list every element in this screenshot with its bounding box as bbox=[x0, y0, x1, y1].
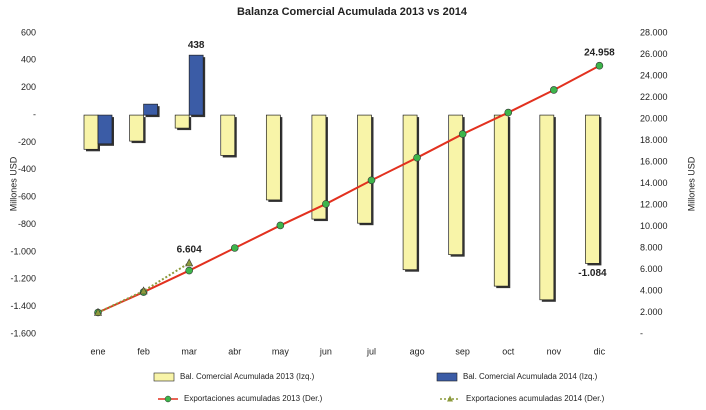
y2-tick-label: 20.000 bbox=[640, 113, 668, 123]
legend-label: Bal. Comercial Acumulada 2014 (Izq.) bbox=[463, 372, 598, 381]
bar bbox=[539, 114, 555, 301]
legend-label: Bal. Comercial Acumulada 2013 (Izq.) bbox=[180, 372, 315, 381]
legend-label: Exportaciones acumuladas 2013 (Der.) bbox=[184, 394, 323, 403]
x-tick-label: sep bbox=[455, 346, 470, 356]
y-tick-label: -1.400 bbox=[10, 301, 36, 311]
legend-marker bbox=[164, 395, 172, 403]
y2-tick-label: 16.000 bbox=[640, 156, 668, 166]
y2-tick-label: 14.000 bbox=[640, 178, 668, 188]
y-tick-label: -200 bbox=[18, 137, 36, 147]
line bbox=[97, 64, 600, 314]
marker bbox=[139, 286, 148, 295]
bar bbox=[188, 54, 204, 116]
bar bbox=[493, 114, 509, 287]
marker bbox=[185, 266, 193, 275]
chart-title: Balanza Comercial Acumulada 2013 vs 2014 bbox=[237, 6, 468, 18]
marker bbox=[458, 130, 467, 138]
x-tick-label: jul bbox=[366, 346, 376, 356]
legend-swatch bbox=[436, 372, 458, 382]
legend-swatch bbox=[153, 372, 175, 382]
y2-axis-title: Millones USD bbox=[686, 156, 696, 211]
x-tick-label: ago bbox=[410, 346, 425, 356]
bar bbox=[83, 114, 99, 150]
marker bbox=[322, 200, 330, 208]
line bbox=[97, 262, 190, 314]
x-tick-label: jun bbox=[319, 346, 332, 356]
marker bbox=[230, 244, 239, 252]
y-tick-label: 400 bbox=[21, 55, 36, 65]
marker bbox=[94, 307, 102, 316]
marker bbox=[367, 176, 376, 185]
y2-tick-label: 22.000 bbox=[640, 92, 668, 102]
marker bbox=[550, 86, 558, 94]
data-label: -1.084 bbox=[578, 268, 607, 279]
data-label: 6.604 bbox=[177, 245, 202, 256]
bar bbox=[448, 114, 464, 255]
x-tick-label: dic bbox=[594, 346, 606, 356]
y-tick-label: -800 bbox=[18, 219, 36, 229]
bar bbox=[97, 114, 113, 145]
legend-marker bbox=[447, 395, 453, 402]
bar bbox=[174, 114, 190, 129]
marker bbox=[504, 108, 513, 117]
y2-tick-label: 6.000 bbox=[640, 264, 663, 274]
y-tick-label: -1.000 bbox=[10, 246, 36, 256]
marker bbox=[595, 61, 604, 70]
data-label: 438 bbox=[188, 40, 205, 51]
marker bbox=[185, 258, 194, 267]
y-tick-label: -600 bbox=[18, 192, 36, 202]
y2-tick-label: - bbox=[640, 328, 643, 338]
y2-tick-label: 12.000 bbox=[640, 199, 668, 209]
marker bbox=[413, 153, 421, 162]
bar bbox=[585, 114, 600, 264]
bar bbox=[220, 114, 236, 156]
bar bbox=[143, 103, 158, 116]
bar bbox=[357, 114, 372, 224]
x-tick-label: abr bbox=[228, 346, 241, 356]
y2-tick-label: 24.000 bbox=[640, 70, 668, 80]
y-tick-label: -1.200 bbox=[10, 274, 36, 284]
bar bbox=[402, 114, 418, 271]
x-tick-label: oct bbox=[502, 346, 515, 356]
x-tick-label: feb bbox=[137, 346, 150, 356]
x-tick-label: nov bbox=[547, 346, 562, 356]
y-tick-label: 200 bbox=[21, 82, 36, 92]
x-tick-label: ene bbox=[90, 346, 105, 356]
y-axis-title: Millones USD bbox=[8, 156, 18, 211]
y-tick-label: -1.600 bbox=[10, 328, 36, 338]
y2-tick-label: 2.000 bbox=[640, 307, 663, 317]
data-label: 24.958 bbox=[584, 47, 615, 58]
bar bbox=[129, 114, 144, 142]
y-tick-label: -400 bbox=[18, 164, 36, 174]
y2-tick-label: 28.000 bbox=[640, 27, 668, 37]
y2-tick-label: 4.000 bbox=[640, 285, 663, 295]
x-tick-label: may bbox=[272, 346, 290, 356]
y2-tick-label: 8.000 bbox=[640, 242, 663, 252]
legend-label: Exportaciones acumuladas 2014 (Der.) bbox=[466, 394, 605, 403]
bar bbox=[265, 114, 281, 201]
x-tick-label: mar bbox=[181, 346, 197, 356]
y2-tick-label: 18.000 bbox=[640, 135, 668, 145]
marker bbox=[276, 221, 285, 230]
y-tick-label: 600 bbox=[21, 27, 36, 37]
y2-tick-label: 10.000 bbox=[640, 221, 668, 231]
bar bbox=[311, 114, 327, 220]
y2-tick-label: 26.000 bbox=[640, 49, 668, 59]
y-tick-label: - bbox=[33, 109, 36, 119]
